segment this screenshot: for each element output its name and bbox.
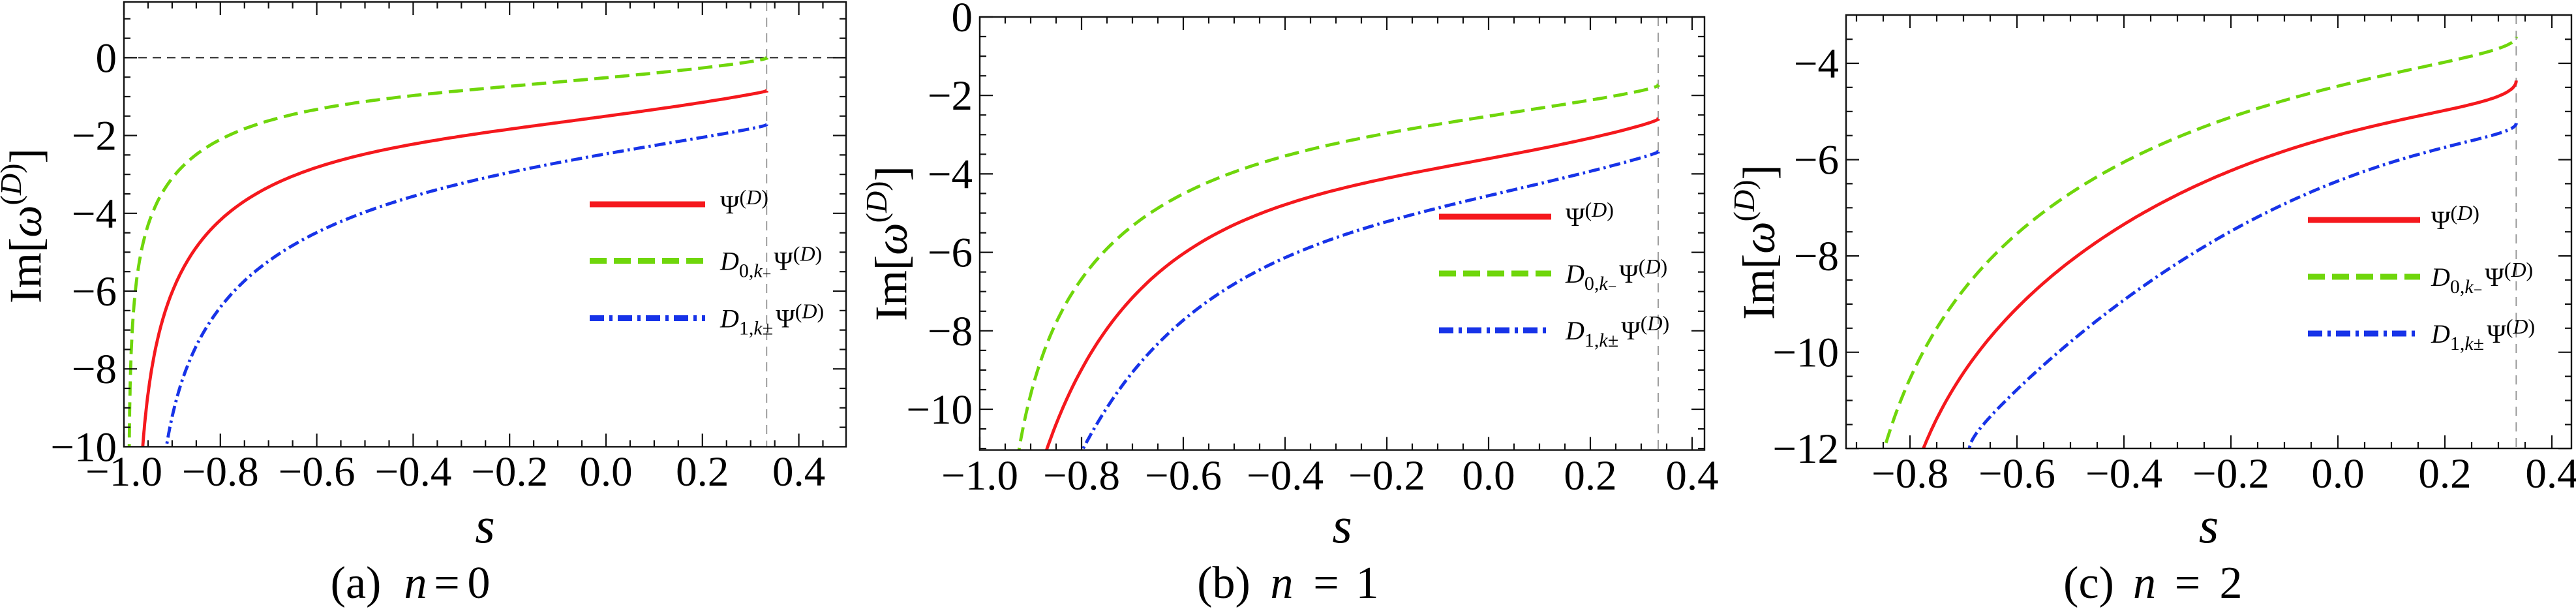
- svg-text:=: =: [2175, 558, 2200, 608]
- svg-text:−2: −2: [72, 113, 117, 160]
- svg-text:−1.0: −1.0: [85, 448, 162, 495]
- svg-text:−0.6: −0.6: [1145, 452, 1222, 499]
- svg-text:−0.4: −0.4: [2085, 450, 2162, 497]
- svg-text:−10: −10: [906, 386, 973, 433]
- svg-text:0: 0: [96, 35, 117, 82]
- svg-text:=: =: [1313, 558, 1339, 608]
- svg-text:1: 1: [1356, 558, 1379, 608]
- svg-text:Ψ(D): Ψ(D): [720, 185, 768, 219]
- svg-text:(b): (b): [1197, 558, 1250, 608]
- svg-text:(c): (c): [2063, 558, 2114, 608]
- svg-text:0.0: 0.0: [2311, 450, 2364, 497]
- svg-text:−6: −6: [1794, 137, 1839, 184]
- svg-text:−1.0: −1.0: [941, 452, 1018, 499]
- svg-text:−0.8: −0.8: [1871, 450, 1948, 497]
- svg-text:−8: −8: [928, 308, 973, 355]
- svg-text:D0,k−Ψ(D): D0,k− Ψ(D): [2431, 258, 2533, 299]
- svg-text:−0.2: −0.2: [1348, 452, 1425, 499]
- svg-text:0.4: 0.4: [2525, 450, 2576, 497]
- svg-text:s: s: [2199, 497, 2219, 554]
- svg-text:D1,k±Ψ(D): D1,k± Ψ(D): [1565, 311, 1669, 351]
- svg-text:0.4: 0.4: [1665, 452, 1718, 499]
- svg-text:−10: −10: [50, 424, 117, 471]
- svg-text:0.4: 0.4: [772, 448, 825, 495]
- svg-text:−6: −6: [928, 230, 973, 277]
- svg-text:s: s: [1332, 497, 1352, 554]
- svg-text:D1,k±Ψ(D): D1,k± Ψ(D): [720, 300, 824, 339]
- svg-text:0: 0: [952, 0, 973, 41]
- svg-text:=: =: [434, 558, 459, 608]
- svg-text:−0.2: −0.2: [2192, 450, 2269, 497]
- svg-text:s: s: [475, 497, 494, 554]
- svg-text:n: n: [1271, 558, 1294, 608]
- svg-text:0.0: 0.0: [579, 448, 632, 495]
- svg-text:0.2: 0.2: [676, 448, 729, 495]
- svg-text:n: n: [404, 558, 427, 608]
- svg-text:−0.6: −0.6: [279, 448, 356, 495]
- svg-text:−0.8: −0.8: [182, 448, 259, 495]
- svg-text:D1,k±Ψ(D): D1,k± Ψ(D): [2431, 315, 2535, 354]
- svg-text:−0.6: −0.6: [1978, 450, 2055, 497]
- svg-text:−4: −4: [72, 191, 117, 238]
- svg-text:−6: −6: [72, 268, 117, 315]
- svg-text:2: 2: [2220, 558, 2243, 608]
- svg-text:D0,k−Ψ(D): D0,k− Ψ(D): [720, 242, 822, 283]
- svg-text:n: n: [2133, 558, 2156, 608]
- svg-text:−2: −2: [928, 72, 973, 119]
- svg-text:D0,k−Ψ(D): D0,k− Ψ(D): [1565, 255, 1667, 296]
- svg-text:−0.4: −0.4: [374, 448, 451, 495]
- svg-text:Ψ(D): Ψ(D): [2431, 201, 2479, 235]
- svg-text:−10: −10: [1772, 330, 1839, 377]
- svg-text:−8: −8: [1794, 233, 1839, 280]
- svg-text:0.2: 0.2: [2418, 450, 2471, 497]
- svg-text:−4: −4: [1794, 40, 1839, 87]
- svg-text:−4: −4: [928, 151, 973, 198]
- svg-text:(a): (a): [331, 558, 382, 608]
- svg-text:0.2: 0.2: [1564, 452, 1616, 499]
- svg-text:−0.2: −0.2: [471, 448, 548, 495]
- svg-text:Im[ω(D)]: Im[ω(D)]: [0, 148, 52, 304]
- svg-text:−8: −8: [72, 346, 117, 393]
- svg-text:0.0: 0.0: [1462, 452, 1515, 499]
- svg-text:−12: −12: [1772, 426, 1839, 473]
- svg-text:Ψ(D): Ψ(D): [1566, 198, 1614, 232]
- svg-text:−0.8: −0.8: [1043, 452, 1120, 499]
- svg-text:0: 0: [468, 558, 491, 608]
- svg-text:−0.4: −0.4: [1247, 452, 1324, 499]
